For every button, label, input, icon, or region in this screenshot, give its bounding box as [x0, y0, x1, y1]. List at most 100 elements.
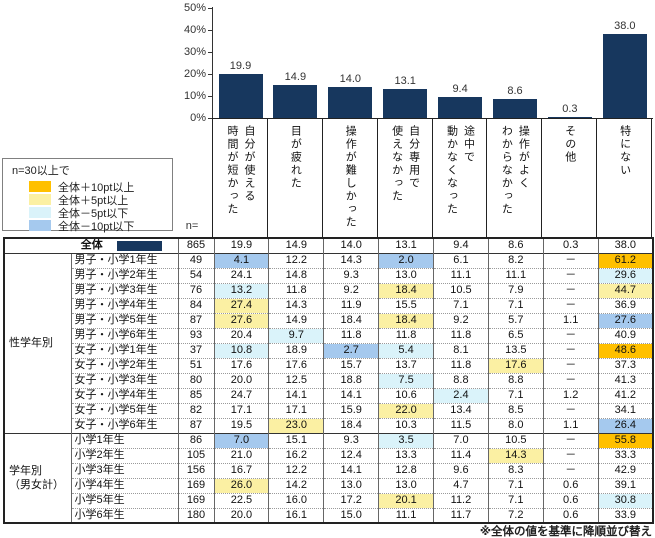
n-value: 87 — [177, 417, 214, 433]
total-label: 全体 — [80, 239, 103, 252]
value-cell: 55.8 — [597, 432, 653, 448]
value-cell: 15.5 — [378, 297, 434, 313]
value-cell: 20.4 — [213, 327, 269, 343]
row-label: 小学5年生 — [70, 492, 178, 508]
value-cell: 61.2 — [597, 252, 653, 268]
value-cell: 14.1 — [268, 387, 324, 403]
value-cell: 30.8 — [597, 492, 653, 508]
value-cell: 14.0 — [323, 238, 379, 253]
value-cell: 8.8 — [487, 372, 544, 388]
value-cell: 21.0 — [213, 447, 269, 463]
value-cell: － — [542, 432, 599, 448]
value-cell: 11.8 — [433, 327, 489, 343]
value-cell: 2.0 — [378, 252, 434, 268]
category-label: 自分専用で 使えなかった — [390, 125, 420, 203]
value-cell: 12.8 — [378, 462, 434, 478]
row-label: 小学6年生 — [70, 507, 178, 523]
value-cell: 11.8 — [323, 327, 379, 343]
total-label-wrap: 全体 — [5, 239, 178, 252]
value-cell: － — [542, 372, 599, 388]
value-cell: 8.8 — [433, 372, 489, 388]
category-label: 操作がよく わからなかった — [500, 125, 530, 216]
value-cell: 18.4 — [378, 282, 434, 298]
table-row: 性学年別 男子・小学1年生 49 4.1 12.2 14.3 2.0 6.1 8.2 － 61.2 — [3, 252, 653, 433]
bar — [328, 87, 373, 118]
table-row: 女子・小学5年生 82 17.1 17.1 15.9 22.0 13.4 8.5 － 34.1 — [4, 402, 653, 418]
value-cell: 8.6 — [487, 238, 544, 253]
value-cell: 10.5 — [433, 282, 489, 298]
orange-swatch — [29, 181, 51, 192]
value-cell: 13.0 — [378, 477, 434, 493]
value-cell: － — [542, 252, 599, 268]
value-cell: 1.2 — [542, 387, 599, 403]
value-cell: 9.3 — [323, 267, 379, 283]
bar — [438, 97, 483, 118]
value-cell: 18.8 — [323, 372, 379, 388]
y-tick-label: 30% — [183, 46, 206, 58]
value-cell: 13.2 — [213, 282, 269, 298]
table-row: 小学5年生 169 22.5 16.0 17.2 20.1 11.2 7.1 0.6 30.8 — [4, 492, 653, 508]
value-cell: 36.9 — [597, 297, 653, 313]
value-cell: 7.1 — [487, 387, 544, 403]
row-label: 女子・小学6年生 — [70, 417, 178, 433]
value-cell: 7.1 — [433, 297, 489, 313]
value-cell: 17.6 — [268, 357, 324, 373]
category-cell: 特にない — [597, 119, 653, 237]
category-label: 操作が難しかった — [344, 125, 357, 229]
row-label: 小学4年生 — [70, 477, 178, 493]
value-cell: 26.0 — [213, 477, 269, 493]
legend-item-label: 全体＋10pt以上 — [58, 181, 135, 194]
blue-swatch — [29, 220, 51, 231]
value-cell: 40.9 — [597, 327, 653, 343]
n-value: 85 — [177, 387, 214, 403]
value-cell: － — [542, 447, 599, 463]
table-row: 小学3年生 156 16.7 12.2 14.1 12.8 9.6 8.3 － 42.9 — [4, 462, 653, 478]
value-cell: 7.1 — [487, 477, 544, 493]
value-cell: 1.1 — [542, 312, 599, 328]
data-table: 全体 865 19.9 14.9 14.0 13.1 9.4 8.6 0.3 38.0 性学年別 男子… — [3, 237, 654, 524]
category-cell: 目が疲れた — [268, 119, 323, 237]
value-cell: 11.1 — [433, 267, 489, 283]
legend-item: 全体－5pt以下 — [12, 206, 172, 220]
bar — [547, 117, 592, 118]
bar-value-label: 8.6 — [507, 85, 523, 98]
value-cell: 4.1 — [213, 252, 269, 268]
legend-item: 全体＋10pt以上 — [12, 180, 172, 194]
value-cell: 2.4 — [433, 387, 489, 403]
value-cell: 24.7 — [213, 387, 269, 403]
n-value: 37 — [177, 342, 214, 358]
value-cell: 15.7 — [323, 357, 379, 373]
n-value: 84 — [177, 297, 214, 313]
value-cell: 48.6 — [597, 342, 653, 358]
value-cell: 9.6 — [433, 462, 489, 478]
value-cell: 8.5 — [487, 402, 544, 418]
value-cell: 0.3 — [542, 238, 599, 253]
value-cell: 13.7 — [378, 357, 434, 373]
table-row: 女子・小学2年生 51 17.6 17.6 15.7 13.7 11.8 17.6 － 37.3 — [4, 357, 653, 373]
value-cell: 16.7 — [213, 462, 269, 478]
table-row: 小学2年生 105 21.0 16.2 12.4 13.3 11.4 14.3 － 33.3 — [4, 447, 653, 463]
bar — [602, 34, 647, 118]
value-cell: 33.3 — [597, 447, 653, 463]
value-cell: 37.3 — [597, 357, 653, 373]
row-label: 男子・小学5年生 — [70, 312, 178, 328]
value-cell: 39.1 — [597, 477, 653, 493]
value-cell: 9.2 — [323, 282, 379, 298]
value-cell: 14.1 — [323, 387, 379, 403]
value-cell: － — [542, 267, 599, 283]
value-cell: 44.7 — [597, 282, 653, 298]
cyan-swatch — [29, 207, 51, 218]
category-label: 目が疲れた — [289, 125, 302, 190]
n-value: 169 — [177, 477, 214, 493]
value-cell: 11.1 — [487, 267, 544, 283]
bar-value-label: 38.0 — [614, 20, 636, 33]
y-axis-line — [212, 7, 213, 119]
value-cell: 18.4 — [323, 417, 379, 433]
bar — [218, 74, 263, 118]
value-cell: 42.9 — [597, 462, 653, 478]
value-cell: 16.2 — [268, 447, 324, 463]
legend-item-label: 全体－5pt以下 — [58, 207, 129, 220]
value-cell: 12.2 — [268, 462, 324, 478]
value-cell: 11.8 — [268, 282, 324, 298]
table-row: 小学6年生 180 20.0 16.1 15.0 11.1 11.7 7.2 0.6 33.9 — [4, 507, 653, 523]
